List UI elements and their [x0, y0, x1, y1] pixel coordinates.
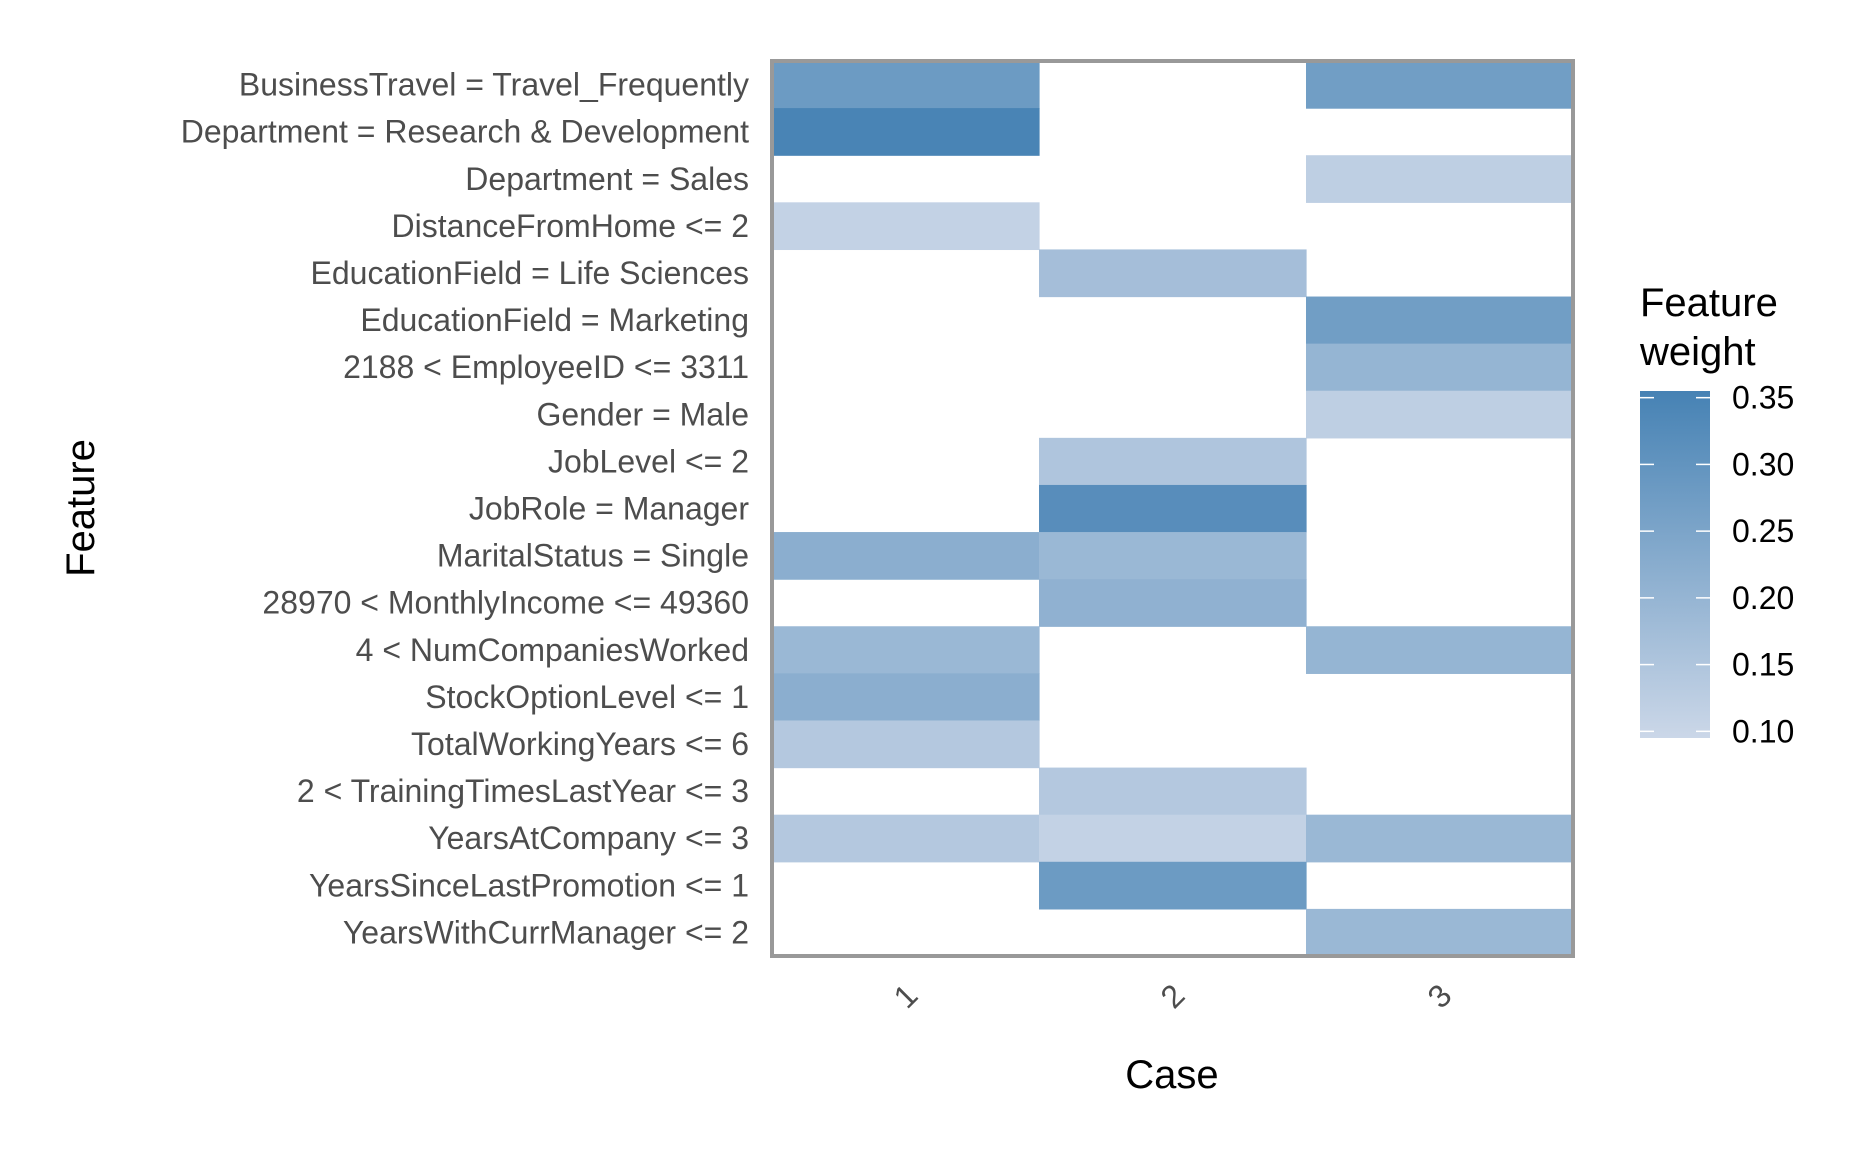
y-axis-title: Feature — [59, 439, 103, 577]
heatmap-cell — [1306, 626, 1574, 674]
heatmap-cell — [1306, 814, 1574, 863]
heatmap-cell — [1039, 814, 1307, 863]
y-tick-label: 4 < NumCompaniesWorked — [356, 632, 749, 668]
x-tick-label: 2 — [1153, 977, 1191, 1015]
heatmap-cell — [772, 108, 1040, 156]
y-tick-label: 2 < TrainingTimesLastYear <= 3 — [297, 773, 749, 809]
legend-tick-label: 0.10 — [1732, 713, 1794, 749]
legend-tick-label: 0.20 — [1732, 580, 1794, 616]
heatmap-cell — [772, 814, 1040, 863]
heatmap-cell — [772, 202, 1040, 251]
y-tick-label: Department = Research & Development — [181, 114, 749, 150]
heatmap-cell — [772, 673, 1040, 722]
x-axis-title: Case — [1125, 1053, 1218, 1097]
y-tick-label: Department = Sales — [465, 161, 749, 197]
y-tick-label: StockOptionLevel <= 1 — [425, 679, 749, 715]
y-axis-labels: BusinessTravel = Travel_Frequently Depart… — [181, 67, 750, 951]
y-tick-label: YearsSinceLastPromotion <= 1 — [309, 867, 749, 903]
heatmap-cell — [772, 720, 1040, 769]
y-tick-label: JobLevel <= 2 — [548, 443, 749, 479]
x-axis-labels: 1 2 3 — [886, 977, 1458, 1015]
color-legend: Feature weight 0.35 0.30 0.25 0.20 0.15 0.10 — [1639, 281, 1794, 749]
heatmap-cell — [1306, 390, 1574, 439]
y-tick-label: JobRole = Manager — [469, 491, 750, 527]
heatmap-cell — [1039, 861, 1307, 910]
legend-ticks: 0.35 0.30 0.25 0.20 0.15 0.10 — [1640, 380, 1794, 749]
legend-tick-label: 0.35 — [1732, 380, 1794, 416]
y-tick-label: EducationField = Marketing — [360, 302, 749, 338]
heatmap-cell — [1306, 61, 1574, 109]
legend-tick-label: 0.15 — [1732, 647, 1794, 683]
y-tick-label: Gender = Male — [536, 396, 749, 432]
panel-border — [770, 59, 1575, 958]
heatmap-cell — [772, 626, 1040, 674]
heatmap-cell — [1039, 767, 1307, 816]
heatmap-cell — [772, 532, 1040, 580]
y-tick-label: 2188 < EmployeeID <= 3311 — [343, 349, 749, 385]
heatmap-cell — [772, 61, 1040, 109]
heatmap-cell — [1306, 296, 1574, 345]
y-tick-label: MaritalStatus = Single — [437, 538, 749, 574]
y-tick-label: TotalWorkingYears <= 6 — [411, 726, 749, 762]
heatmap-cell — [1039, 532, 1307, 580]
heatmap-cell — [1306, 155, 1574, 203]
legend-tick-label: 0.25 — [1732, 513, 1794, 549]
legend-colorbar — [1640, 391, 1710, 738]
legend-title-line-2: weight — [1639, 330, 1756, 374]
y-tick-label: DistanceFromHome <= 2 — [392, 208, 749, 244]
legend-title-line-1: Feature — [1640, 281, 1778, 325]
heatmap-cell — [1039, 484, 1307, 533]
heatmap-cell — [1306, 343, 1574, 392]
heatmap-cells — [772, 61, 1574, 957]
y-tick-label: YearsAtCompany <= 3 — [428, 820, 749, 856]
heatmap-cell — [1039, 437, 1307, 486]
y-tick-label: BusinessTravel = Travel_Frequently — [239, 67, 749, 103]
y-tick-label: EducationField = Life Sciences — [311, 255, 749, 291]
heatmap-cell — [1306, 908, 1574, 957]
x-tick-label: 1 — [886, 977, 924, 1015]
x-tick-label: 3 — [1420, 977, 1458, 1015]
heatmap-cell — [1039, 249, 1307, 298]
legend-tick-label: 0.30 — [1732, 446, 1794, 482]
heatmap-cell — [1039, 579, 1307, 627]
y-tick-label: 28970 < MonthlyIncome <= 49360 — [262, 585, 749, 621]
y-tick-label: YearsWithCurrManager <= 2 — [343, 914, 749, 950]
